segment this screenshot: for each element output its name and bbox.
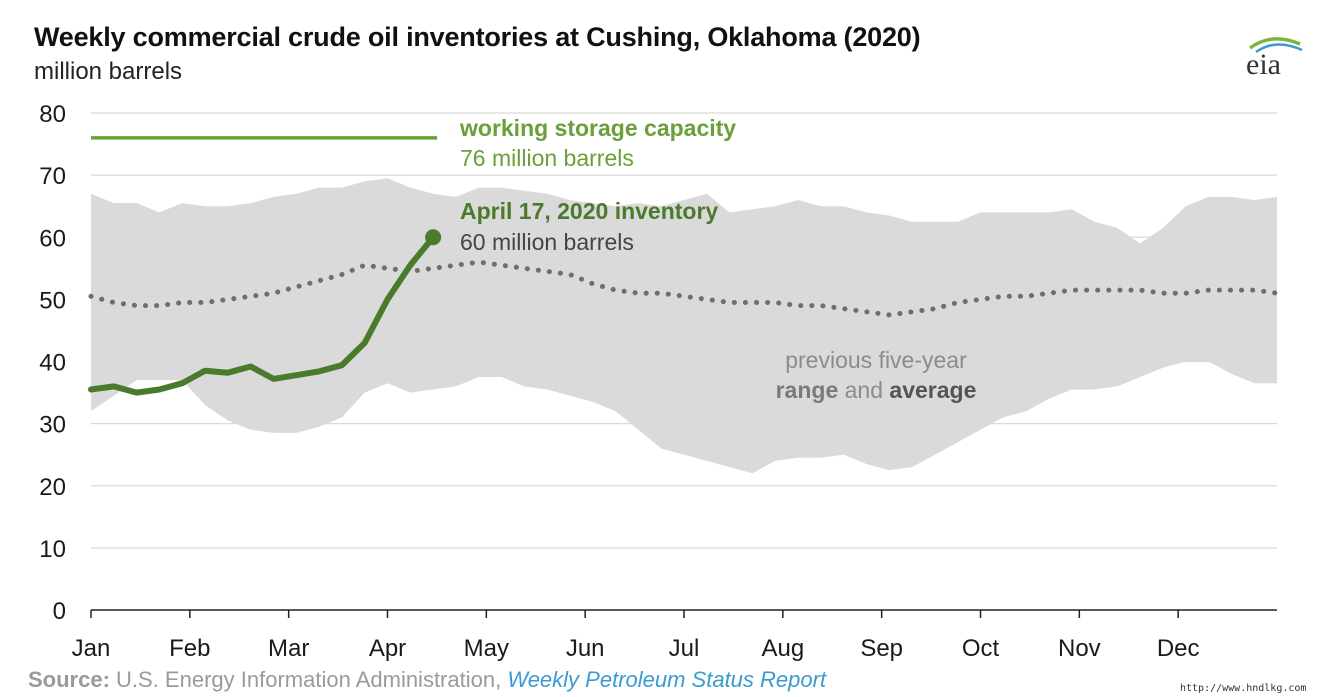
five-year-average-line [88, 259, 1280, 318]
x-tick-label: Oct [962, 635, 1000, 662]
y-tick-label: 80 [39, 101, 66, 128]
average-word: average [889, 377, 976, 403]
x-tick-label: Sep [860, 635, 903, 662]
x-axis: Jan Feb Mar Apr May Jun Jul Aug Sep Oct Nov Dec [72, 609, 1277, 662]
logo-swoosh-green [1248, 37, 1301, 50]
y-tick-label: 20 [39, 474, 66, 501]
source-link[interactable]: Weekly Petroleum Status Report [507, 667, 827, 692]
chart-title: Weekly commercial crude oil inventories … [34, 22, 921, 52]
logo-text: eia [1246, 48, 1281, 80]
y-tick-label: 30 [39, 412, 66, 439]
y-axis-ticks: 0 10 20 30 40 50 60 70 80 [39, 101, 66, 625]
x-tick-label: Jan [72, 635, 111, 662]
watermark-url: http://www.hndlkg.com [1180, 683, 1307, 694]
x-tick-label: May [464, 635, 509, 662]
x-tick-label: Dec [1157, 635, 1200, 662]
source-text: U.S. Energy Information Administration, [109, 667, 508, 692]
logo-swoosh-blue [1255, 43, 1303, 54]
capacity-sublabel: 76 million barrels [460, 145, 634, 171]
range-word: range [776, 377, 839, 403]
inventory-sublabel: 60 million barrels [460, 229, 634, 255]
range-annotation-line2: range and average [776, 377, 977, 403]
y-tick-label: 50 [39, 287, 66, 314]
x-tick-label: Mar [268, 635, 309, 662]
x-tick-label: Nov [1058, 635, 1101, 662]
chart-subtitle: million barrels [34, 58, 183, 85]
capacity-label: working storage capacity [459, 115, 736, 141]
x-tick-label: Jul [669, 635, 700, 662]
y-tick-label: 60 [39, 225, 66, 252]
y-tick-label: 70 [39, 163, 66, 190]
y-tick-label: 0 [53, 598, 66, 625]
x-tick-label: Aug [761, 635, 804, 662]
five-year-range-area [91, 178, 1277, 474]
eia-logo: eia [1246, 37, 1303, 80]
source-note: Source: U.S. Energy Information Administ… [28, 667, 826, 693]
and-word: and [838, 377, 889, 403]
inventory-label: April 17, 2020 inventory [460, 198, 718, 224]
range-annotation-line1: previous five-year [785, 347, 967, 373]
x-tick-label: Jun [566, 635, 605, 662]
y-tick-label: 10 [39, 536, 66, 563]
y-tick-label: 40 [39, 350, 66, 377]
x-tick-label: Feb [169, 635, 210, 662]
x-tick-label: Apr [369, 635, 406, 662]
inventory-2020-line [88, 234, 437, 396]
source-label: Source: [28, 667, 110, 692]
inventory-end-marker [425, 229, 442, 246]
